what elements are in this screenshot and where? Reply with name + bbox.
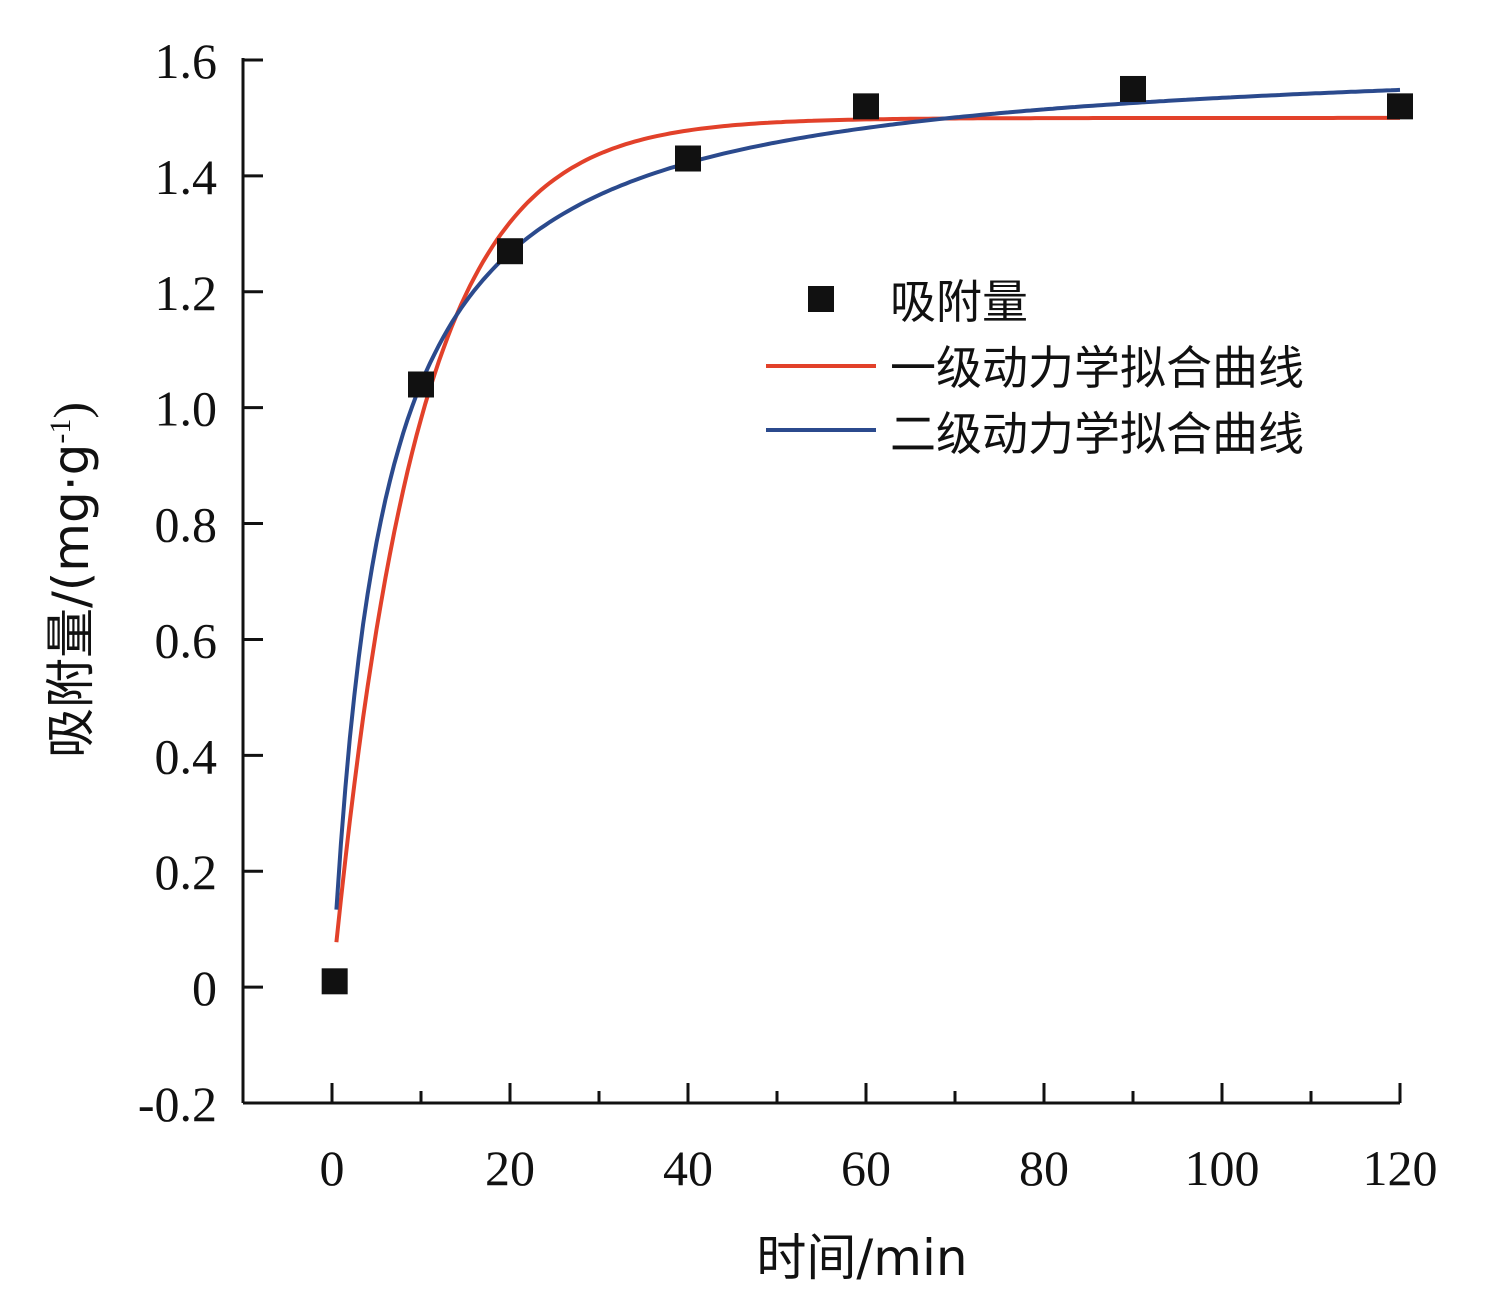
y-tick-label: 0.4 (155, 728, 218, 784)
legend-marker-scatter (808, 286, 834, 312)
y-tick-label: 0 (192, 960, 217, 1016)
y-tick-label: 1.6 (155, 33, 218, 89)
x-tick-label: 0 (320, 1140, 345, 1196)
y-tick-label: 0.2 (155, 844, 218, 900)
x-tick-label: 20 (485, 1140, 535, 1196)
fit-curves (334, 87, 1401, 943)
data-point (1120, 75, 1146, 102)
y-tick-label: 0.6 (155, 612, 218, 668)
y-axis-label: 吸附量/(mg·g-1) (42, 402, 100, 758)
y-tick-label: 0.8 (155, 497, 218, 553)
data-point (321, 968, 348, 995)
second-order-fit-line (334, 87, 1401, 910)
first-order-fit-line (334, 115, 1400, 943)
x-tick-label: 80 (1019, 1140, 1069, 1196)
legend-label-first-order: 一级动力学拟合曲线 (890, 341, 1304, 395)
data-point (853, 93, 879, 120)
x-tick-label: 120 (1363, 1140, 1438, 1196)
y-tick-label: 1.2 (155, 265, 218, 321)
x-tick-label: 40 (663, 1140, 713, 1196)
data-points (321, 75, 1413, 995)
data-point (497, 238, 523, 265)
axes: -0.2 0 0.2 0.4 0.6 0.8 1.0 1.2 1.4 1.6 0 20 40 60 80 10… (138, 33, 1438, 1196)
legend: 吸附量 一级动力学拟合曲线 二级动力学拟合曲线 (766, 275, 1304, 461)
data-point (408, 371, 434, 398)
y-tick-label: -0.2 (138, 1076, 217, 1132)
x-tick-label: 100 (1185, 1140, 1260, 1196)
x-axis-label: 时间/min (756, 1229, 967, 1287)
legend-label-scatter: 吸附量 (890, 275, 1028, 329)
y-tick-label: 1.0 (155, 381, 218, 437)
x-tick-label: 60 (841, 1140, 891, 1196)
data-point (675, 145, 701, 172)
y-tick-label: 1.4 (155, 149, 218, 205)
legend-label-second-order: 二级动力学拟合曲线 (890, 407, 1304, 461)
data-point (1387, 93, 1413, 120)
